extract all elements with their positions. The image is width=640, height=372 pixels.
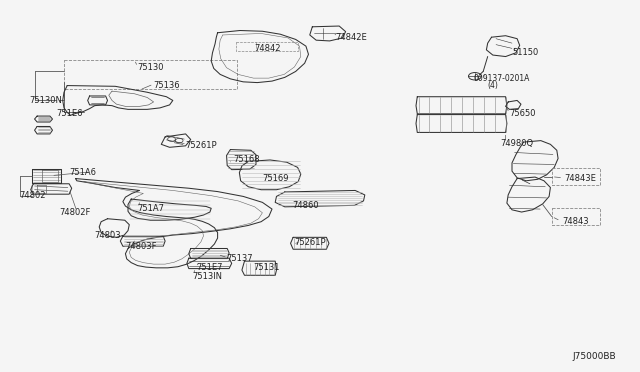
Text: 75169: 75169 [262, 174, 289, 183]
Text: 7513lN: 7513lN [192, 272, 222, 280]
Text: 751E6: 751E6 [56, 109, 83, 118]
Text: 51150: 51150 [512, 48, 538, 57]
Text: 74802: 74802 [19, 191, 45, 200]
Text: 74980Q: 74980Q [500, 139, 534, 148]
Text: 74843: 74843 [562, 217, 589, 226]
Text: (4): (4) [488, 81, 499, 90]
Text: 75136: 75136 [154, 81, 180, 90]
Text: 009137-0201A: 009137-0201A [474, 74, 530, 83]
Text: 75168: 75168 [234, 155, 260, 164]
Text: 74803: 74803 [95, 231, 122, 240]
Text: 751A7: 751A7 [138, 204, 164, 213]
Text: 74842E: 74842E [335, 33, 367, 42]
Text: 75261P: 75261P [294, 238, 326, 247]
Text: 75131: 75131 [253, 263, 280, 272]
Text: 74860: 74860 [292, 201, 319, 210]
Text: 74842: 74842 [255, 44, 281, 53]
Text: 75650: 75650 [509, 109, 536, 118]
Text: 751E7: 751E7 [196, 263, 222, 272]
Text: 75130: 75130 [138, 63, 164, 72]
Text: 74802F: 74802F [59, 208, 90, 217]
Text: J75000BB: J75000BB [572, 352, 616, 361]
Text: 74843E: 74843E [564, 174, 596, 183]
Text: 75137: 75137 [227, 254, 253, 263]
Text: 74803F: 74803F [125, 242, 157, 251]
Text: 751A6: 751A6 [69, 168, 96, 177]
Text: 75130N: 75130N [29, 96, 61, 105]
Text: 75261P: 75261P [186, 141, 217, 150]
